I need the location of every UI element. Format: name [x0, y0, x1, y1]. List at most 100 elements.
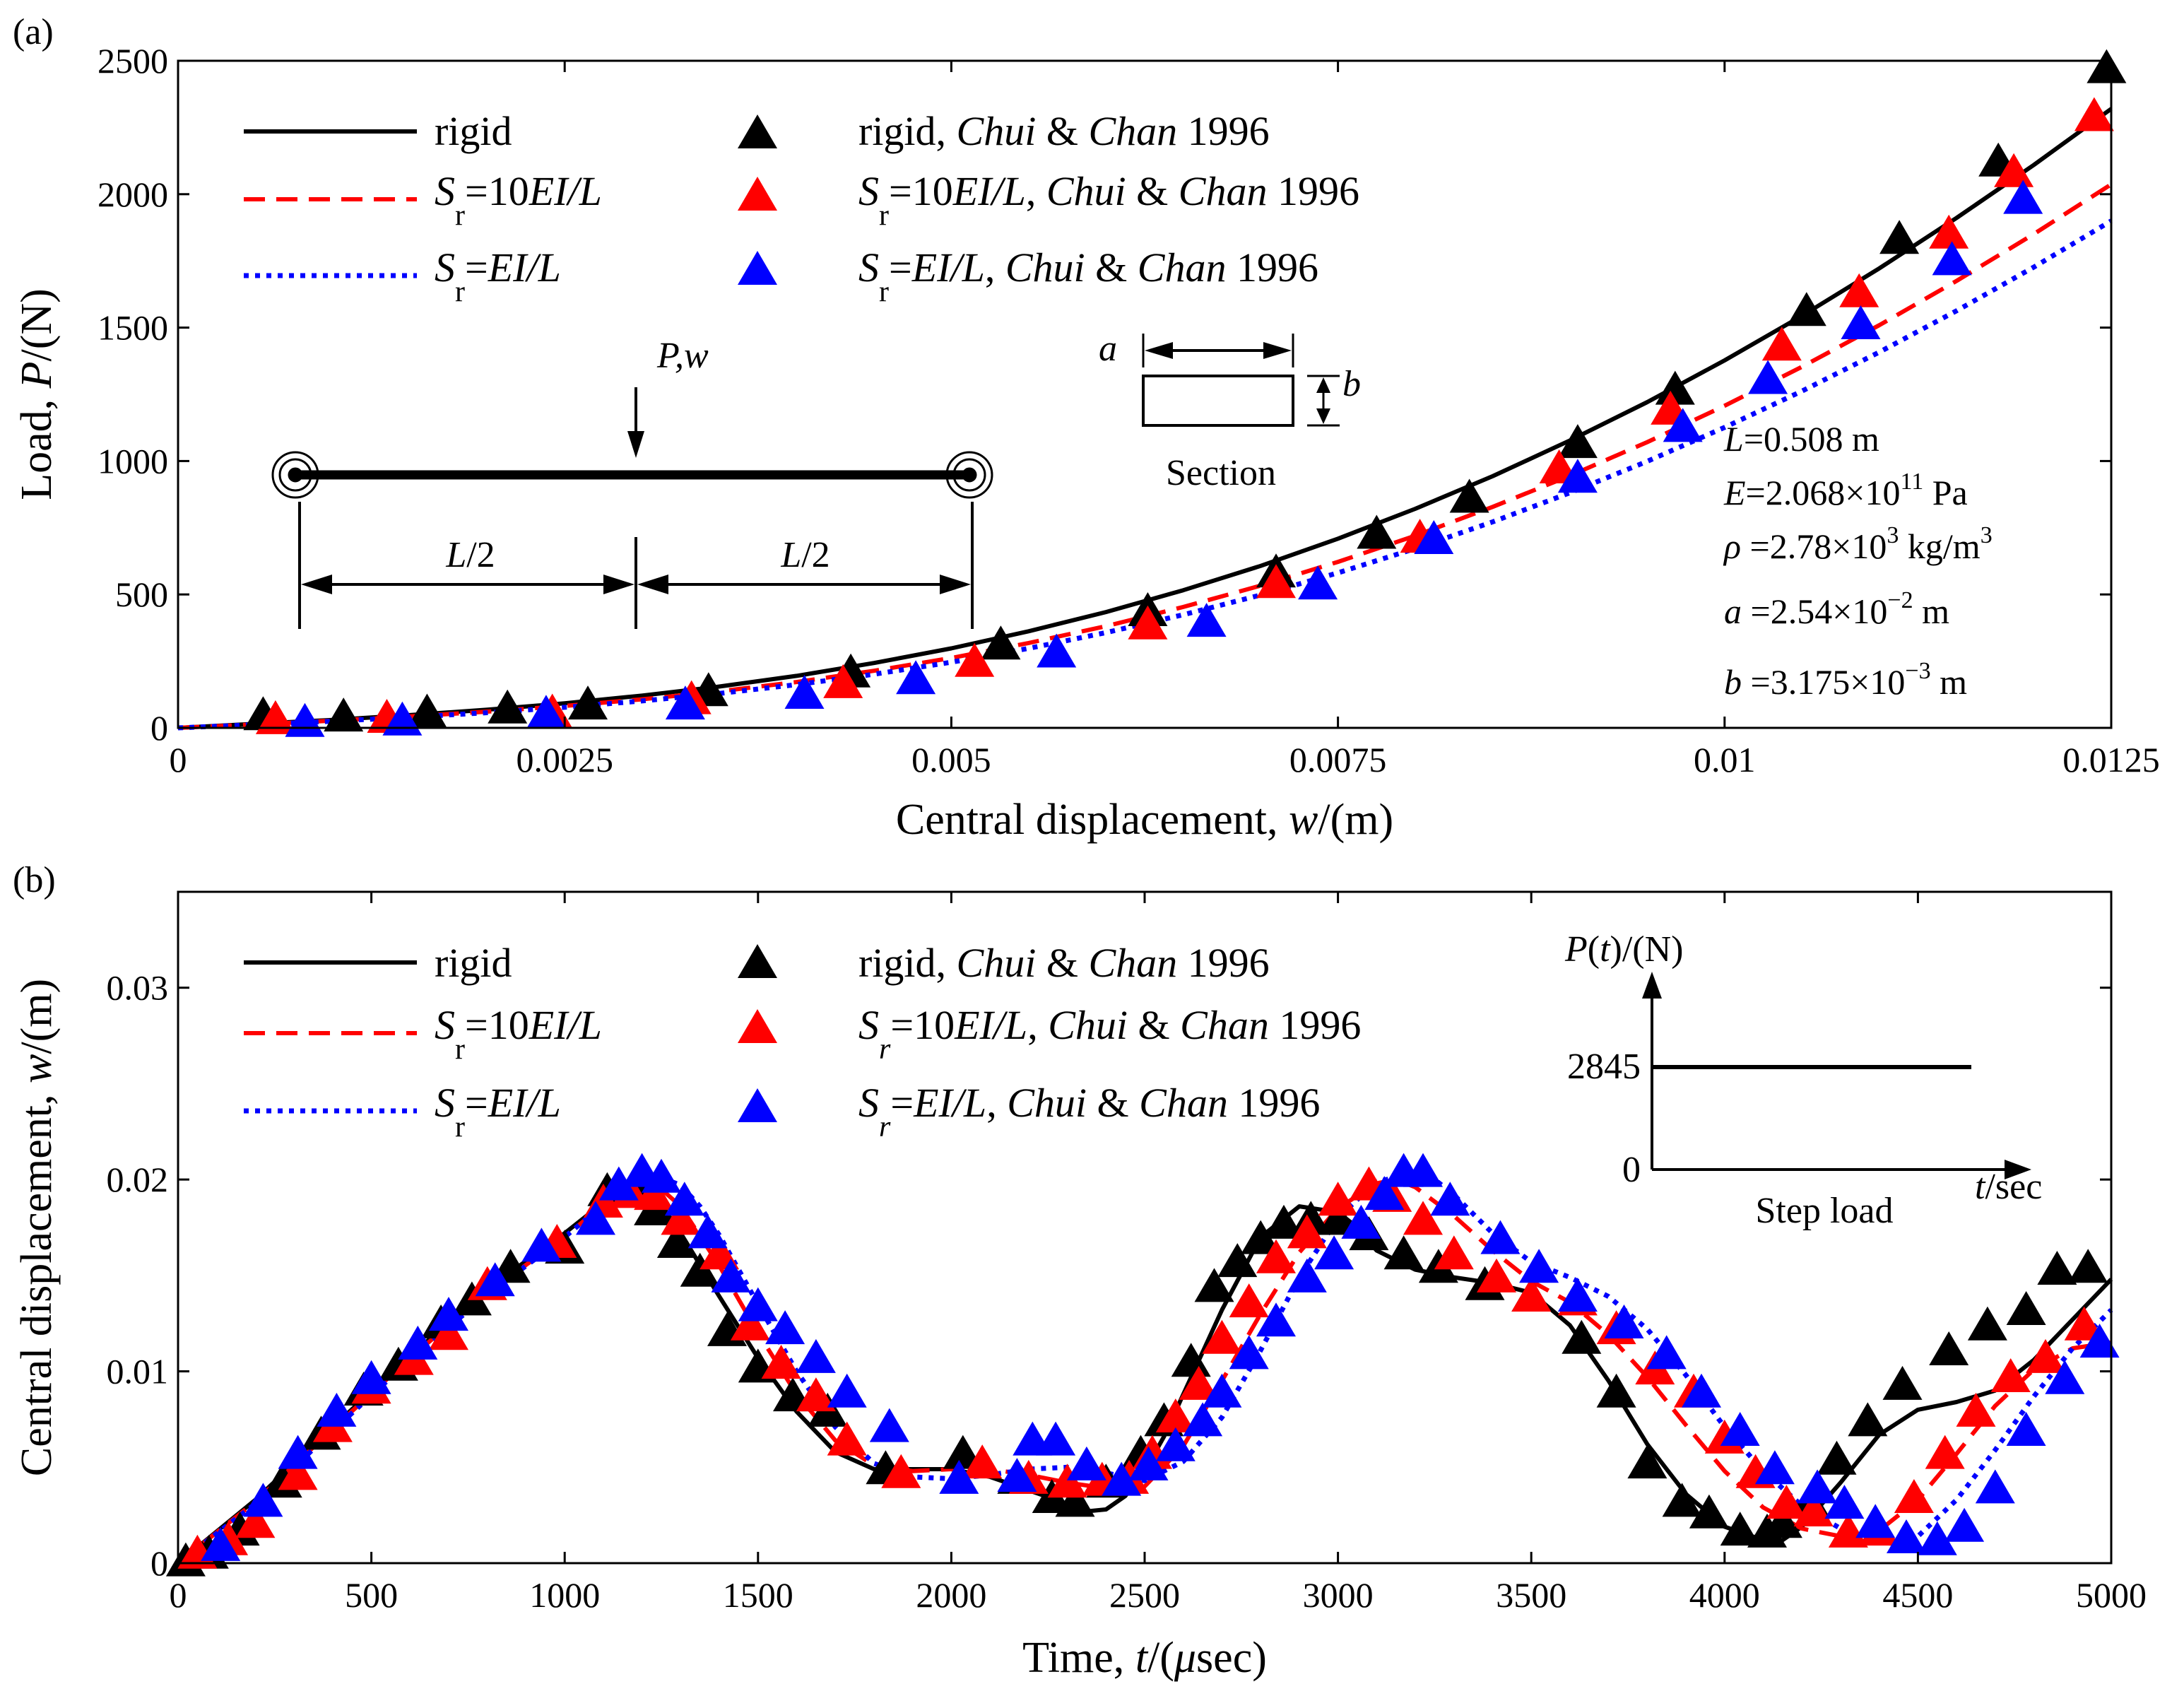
- panel-a-marker-s10: [2074, 97, 2114, 131]
- beam-inset: P,w L/2 L/2: [271, 336, 993, 629]
- panel-b-marker-s1: [738, 1287, 778, 1321]
- panel-a-marker-rigid: [1449, 478, 1489, 513]
- panel-b-marker-s10: [1047, 1464, 1087, 1498]
- panel-b-marker-s1: [796, 1338, 836, 1373]
- panel-b-marker-s1: [1519, 1249, 1559, 1283]
- panel-a-marker-rigid: [324, 697, 364, 732]
- section-arrow-left-icon: [1145, 342, 1173, 359]
- panel-a-markers: [243, 49, 2127, 737]
- panel-a-marker-s10: [823, 664, 863, 698]
- panel-a-marker-s1: [1037, 633, 1077, 668]
- panel-b-ylabel: Central displacement, w/(m): [13, 979, 61, 1476]
- panel-b-marker-s10: [1434, 1235, 1474, 1270]
- panel-a-marker-rigid: [1655, 370, 1695, 405]
- panel-b-marker-s1: [687, 1214, 728, 1249]
- panel-a-marker-rigid: [568, 685, 608, 720]
- legend-b-marker-s10: [738, 1009, 777, 1043]
- dimension-arrowheads: [301, 575, 971, 594]
- legend-a-marker-s1: [738, 251, 777, 285]
- panel-a-xtick-label: 0.005: [911, 740, 991, 779]
- step-level-label: 2845: [1567, 1047, 1641, 1087]
- panel-a-marker-s10: [1128, 605, 1168, 640]
- panel-b-marker-s1: [827, 1373, 867, 1408]
- panel-a-xtick-label: 0.0075: [1289, 740, 1387, 779]
- panel-b-marker-rigid: [1171, 1343, 1211, 1377]
- panel-b-marker-s1: [642, 1158, 681, 1193]
- legend-a-marker-label-s10: Sr=10EI/L, Chui & Chan 1996: [858, 168, 1359, 232]
- panel-b-marker-s10: [1828, 1513, 1868, 1548]
- panel-b-marker-s1: [1824, 1485, 1865, 1519]
- panel-a-marker-s10: [1256, 564, 1296, 599]
- panel-a-marker-s10: [255, 700, 295, 734]
- panel-b-marker-s1: [1183, 1402, 1223, 1437]
- panel-b-marker-s1: [1287, 1258, 1327, 1292]
- panel-b-marker-s1: [1102, 1461, 1142, 1496]
- param-E: E=2.068×1011 Pa: [1723, 469, 1968, 512]
- panel-a-marker-s10: [1839, 273, 1879, 307]
- panel-b-marker-s1: [1975, 1469, 2015, 1504]
- panel-b: (b) 0 500 1000 1500 2000 2500 3000 3500 4000 4500…: [13, 860, 2147, 1682]
- panel-b-marker-rigid: [1596, 1373, 1636, 1408]
- panel-b-marker-s10: [1318, 1182, 1358, 1216]
- panel-b-marker-s10: [1956, 1392, 1996, 1427]
- panel-b-marker-rigid: [1194, 1268, 1234, 1302]
- panel-a: (a) 0 0.0025 0.005 0.0075 0.01 0.0125 0 500 1000…: [13, 12, 2160, 844]
- panel-b-marker-rigid: [1967, 1306, 2007, 1341]
- legend-b-marker-s1: [738, 1088, 777, 1122]
- legend-a-label-s1: Sr=EI/L: [435, 245, 561, 308]
- legend-b-marker-rigid: [738, 944, 777, 978]
- panel-b-marker-s10: [278, 1456, 318, 1490]
- panel-a-marker-s1: [896, 660, 936, 695]
- panel-b-marker-s10: [700, 1235, 740, 1270]
- panel-b-marker-s1: [1720, 1412, 1760, 1446]
- step-zero-label: 0: [1622, 1150, 1641, 1190]
- panel-b-marker-rigid: [1662, 1483, 1702, 1517]
- panel-b-marker-s10: [730, 1306, 770, 1341]
- panel-b-legend-markers: rigid, Chui & Chan 1996 Sr=10EI/L, Chui …: [738, 940, 1361, 1143]
- panel-a-marker-s1: [1298, 565, 1338, 600]
- panel-b-marker-s1: [1798, 1469, 1838, 1504]
- section-caption: Section: [1166, 453, 1276, 493]
- step-load-inset: P(t)/(N) 2845 0 t/sec Step load: [1564, 929, 2042, 1231]
- panel-a-marker-s1: [2003, 179, 2043, 214]
- legend-b-label-s1: Sr=EI/L: [435, 1080, 561, 1143]
- panel-b-marker-s10: [827, 1421, 867, 1456]
- panel-b-marker-rigid: [1848, 1402, 1888, 1437]
- panel-b-marker-s10: [881, 1454, 921, 1488]
- panel-b-legend-lines: rigid Sr=10EI/L Sr=EI/L: [244, 940, 602, 1143]
- legend-a-marker-label-s1: Sr=EI/L, Chui & Chan 1996: [858, 245, 1318, 308]
- panel-b-marker-s10: [1202, 1319, 1242, 1354]
- panel-b-marker-s10: [235, 1504, 276, 1538]
- panel-b-marker-s10: [2026, 1338, 2065, 1373]
- panel-b-marker-rigid: [1882, 1365, 1923, 1400]
- panel-b-marker-rigid: [1318, 1201, 1358, 1235]
- panel-a-xtick-label: 0.0125: [2062, 740, 2160, 779]
- panel-b-marker-s1: [598, 1166, 639, 1201]
- panel-b-marker-s10: [962, 1444, 1003, 1479]
- panel-b-marker-s1: [1430, 1182, 1470, 1216]
- panel-a-ytick-label: 2500: [98, 41, 168, 81]
- panel-b-marker-s1: [2006, 1412, 2046, 1446]
- panel-a-marker-s1: [1414, 520, 1454, 554]
- panel-b-marker-s1: [1754, 1450, 1795, 1485]
- panel-b-marker-s1: [1256, 1302, 1296, 1337]
- section-arrow-right-icon: [1263, 342, 1292, 359]
- panel-b-marker-s10: [761, 1345, 801, 1379]
- panel-a-marker-rigid: [981, 625, 1021, 660]
- panel-a-ytick-label: 2000: [98, 175, 168, 214]
- panel-b-marker-rigid: [1762, 1504, 1802, 1538]
- panel-b-marker-s1: [2079, 1324, 2120, 1358]
- panel-b-marker-s10: [429, 1316, 468, 1350]
- panel-b-marker-s1: [1202, 1373, 1242, 1408]
- panel-b-marker-rigid: [1627, 1444, 1667, 1479]
- panel-b-xtick-label: 4500: [1882, 1575, 1953, 1615]
- panel-b-markers: [165, 1153, 2120, 1577]
- panel-a-marker-s1: [1748, 360, 1788, 394]
- panel-b-ytick-label: 0.01: [107, 1352, 169, 1391]
- panel-b-marker-s10: [1894, 1479, 1934, 1513]
- left-rotational-spring-icon: [271, 451, 319, 499]
- right-rotational-spring-icon: [945, 451, 993, 499]
- panel-b-marker-s1: [1341, 1204, 1381, 1239]
- param-a: a =2.54×10−2 m: [1724, 587, 1949, 631]
- panel-b-marker-s10: [1155, 1398, 1196, 1432]
